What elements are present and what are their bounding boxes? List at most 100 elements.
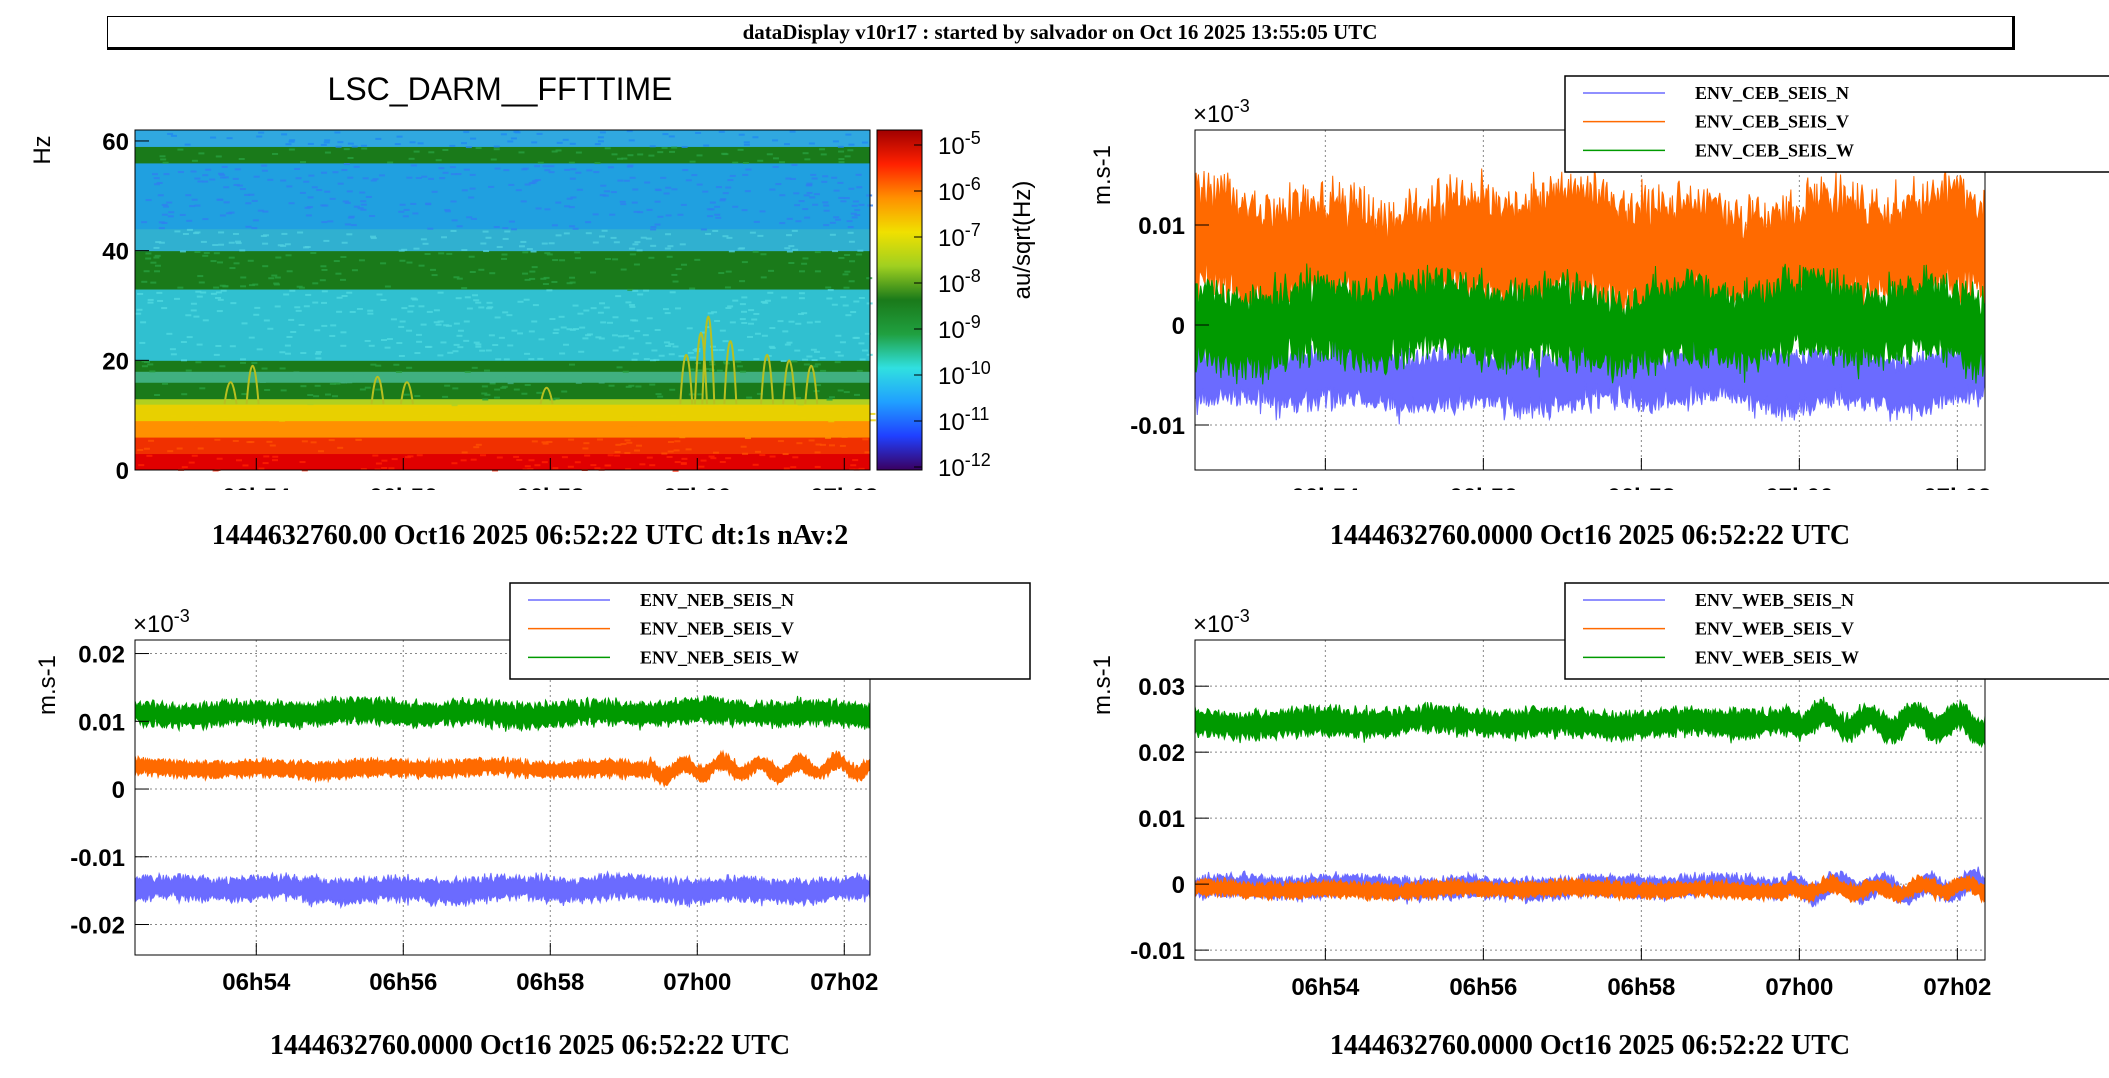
spectrogram-row [135,258,870,263]
spectrogram-speckle [450,173,457,176]
spectrogram-spike [370,376,385,405]
spectrogram-speckle [794,397,801,400]
spectrogram-speckle [150,281,157,284]
spectrogram-speckle [738,133,745,136]
spectrogram-speckle [625,468,632,471]
legend-label: ENV_NEB_SEIS_N [640,590,794,610]
spectrogram-speckle [788,320,795,323]
spectrogram-speckle [604,464,611,467]
spectrogram-speckle [420,323,427,326]
spectrogram-speckle [362,177,369,180]
spectrogram-speckle [478,268,485,271]
spectrogram-speckle [668,135,675,138]
xtick-label: 07h00 [1765,484,1833,490]
spectrogram-speckle [469,271,476,274]
spectrogram-row [135,278,870,282]
spectrogram-speckle [802,257,809,260]
spectrogram-row [135,341,870,345]
spectrogram-row [135,297,870,301]
ytick-label: 0 [1172,872,1185,899]
spectrogram-speckle [214,438,221,441]
spectrogram-speckle [359,191,366,194]
spectrogram-speckle [803,363,810,366]
spectrogram-speckle [403,393,410,396]
spectrogram-speckle [145,434,152,437]
spectrogram-speckle [674,461,681,464]
spectrogram-speckle [712,451,719,454]
xtick-label: 06h58 [516,969,584,996]
spectrogram-speckle [822,201,829,204]
spectrogram-speckle [334,131,341,134]
spectrogram-speckle [321,290,328,293]
spectrogram-speckle [725,307,732,310]
spectrogram-speckle [663,341,670,344]
spectrogram-speckle [253,313,260,316]
spectrogram-speckle [395,370,402,373]
spectrogram-row [135,187,870,191]
spectrogram-row [135,283,870,287]
spectrogram-row [135,256,870,260]
spectrogram-speckle [598,337,605,340]
spectrogram-row [135,135,870,139]
spectrogram-speckle [556,141,563,144]
spectrogram-speckle [306,206,313,209]
spectrogram-speckle [753,408,760,411]
spectrogram-speckle [549,318,556,321]
spectrogram-ylabel: Hz [29,135,56,164]
spectrogram-speckle [439,177,446,180]
spectrogram-speckle [822,175,829,178]
spectrogram-speckle [764,401,771,404]
spectrogram-speckle [794,349,801,352]
spectrogram-speckle [235,459,242,462]
spectrogram-speckle [546,440,553,443]
spectrogram-speckle [846,220,853,223]
spectrogram-row [135,371,870,375]
spectrogram-row [135,343,870,348]
spectrogram-speckle [709,345,716,348]
spectrogram-speckle [338,427,345,430]
spectrogram-speckle [483,402,490,405]
spectrogram-speckle [402,215,409,218]
spectrogram-speckle [314,384,321,387]
spectrogram-xtick-label: 07h00 [663,484,731,490]
spectrogram-speckle [518,245,525,248]
spectrogram-speckle [649,383,656,386]
spectrogram-speckle [350,224,357,227]
spectrogram-speckle [544,208,551,211]
spectrogram-speckle [597,311,604,314]
spectrogram-speckle [599,235,606,238]
spectrogram-speckle [729,321,736,324]
spectrogram-speckle [803,194,810,197]
spectrogram-row [135,184,870,189]
spectrogram-row [135,239,870,243]
spectrogram-speckle [492,344,499,347]
spectrogram-speckle [524,278,531,281]
spectrogram-speckle [817,372,824,375]
spectrogram-speckle [136,308,143,311]
spectrogram-speckle [719,461,726,464]
spectrogram-speckle [864,332,871,335]
spectrogram-speckle [607,166,614,169]
spectrogram-speckle [181,359,188,362]
spectrogram-speckle [377,423,384,426]
spectrogram-speckle [479,349,486,352]
legend-label: ENV_CEB_SEIS_W [1695,140,1854,160]
spectrogram-speckle [814,384,821,387]
spectrogram-speckle [245,202,252,205]
spectrogram-speckle [455,173,462,176]
spectrogram-speckle [460,459,467,462]
spectrogram-row [135,182,870,186]
spectrogram-speckle [445,324,452,327]
spectrogram-speckle [829,409,836,412]
spectrogram-speckle [582,337,589,340]
spectrogram-speckle [757,159,764,162]
spectrogram-speckle [795,220,802,223]
spectrogram-speckle [380,262,387,265]
spectrogram-speckle [805,184,812,187]
spectrogram-speckle [745,168,752,171]
spectrogram-speckle [394,143,401,146]
spectrogram-speckle [838,150,845,153]
spectrogram-speckle [629,253,636,256]
spectrogram-row [135,352,870,356]
spectrogram-speckle [330,324,337,327]
